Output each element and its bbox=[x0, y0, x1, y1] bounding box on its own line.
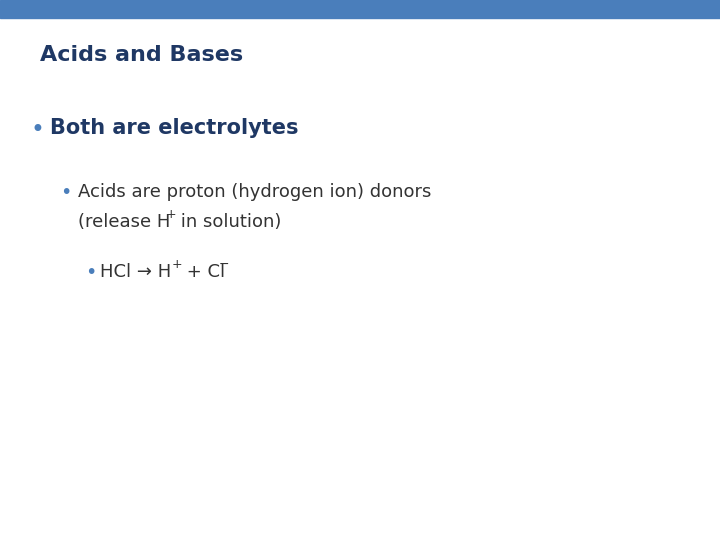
Bar bbox=[0, 0, 720, 18]
Text: in solution): in solution) bbox=[175, 213, 282, 231]
Text: Acids are proton (hydrogen ion) donors: Acids are proton (hydrogen ion) donors bbox=[78, 183, 431, 201]
Text: + Cl: + Cl bbox=[181, 263, 225, 281]
Text: HCl → H: HCl → H bbox=[100, 263, 171, 281]
Text: Acids and Bases: Acids and Bases bbox=[40, 45, 243, 65]
Text: +: + bbox=[166, 208, 176, 221]
Text: •: • bbox=[30, 118, 44, 142]
Text: •: • bbox=[60, 183, 71, 202]
Text: Both are electrolytes: Both are electrolytes bbox=[50, 118, 299, 138]
Text: (release H: (release H bbox=[78, 213, 171, 231]
Text: +: + bbox=[172, 258, 183, 271]
Text: •: • bbox=[85, 263, 96, 282]
Text: −: − bbox=[219, 258, 230, 271]
